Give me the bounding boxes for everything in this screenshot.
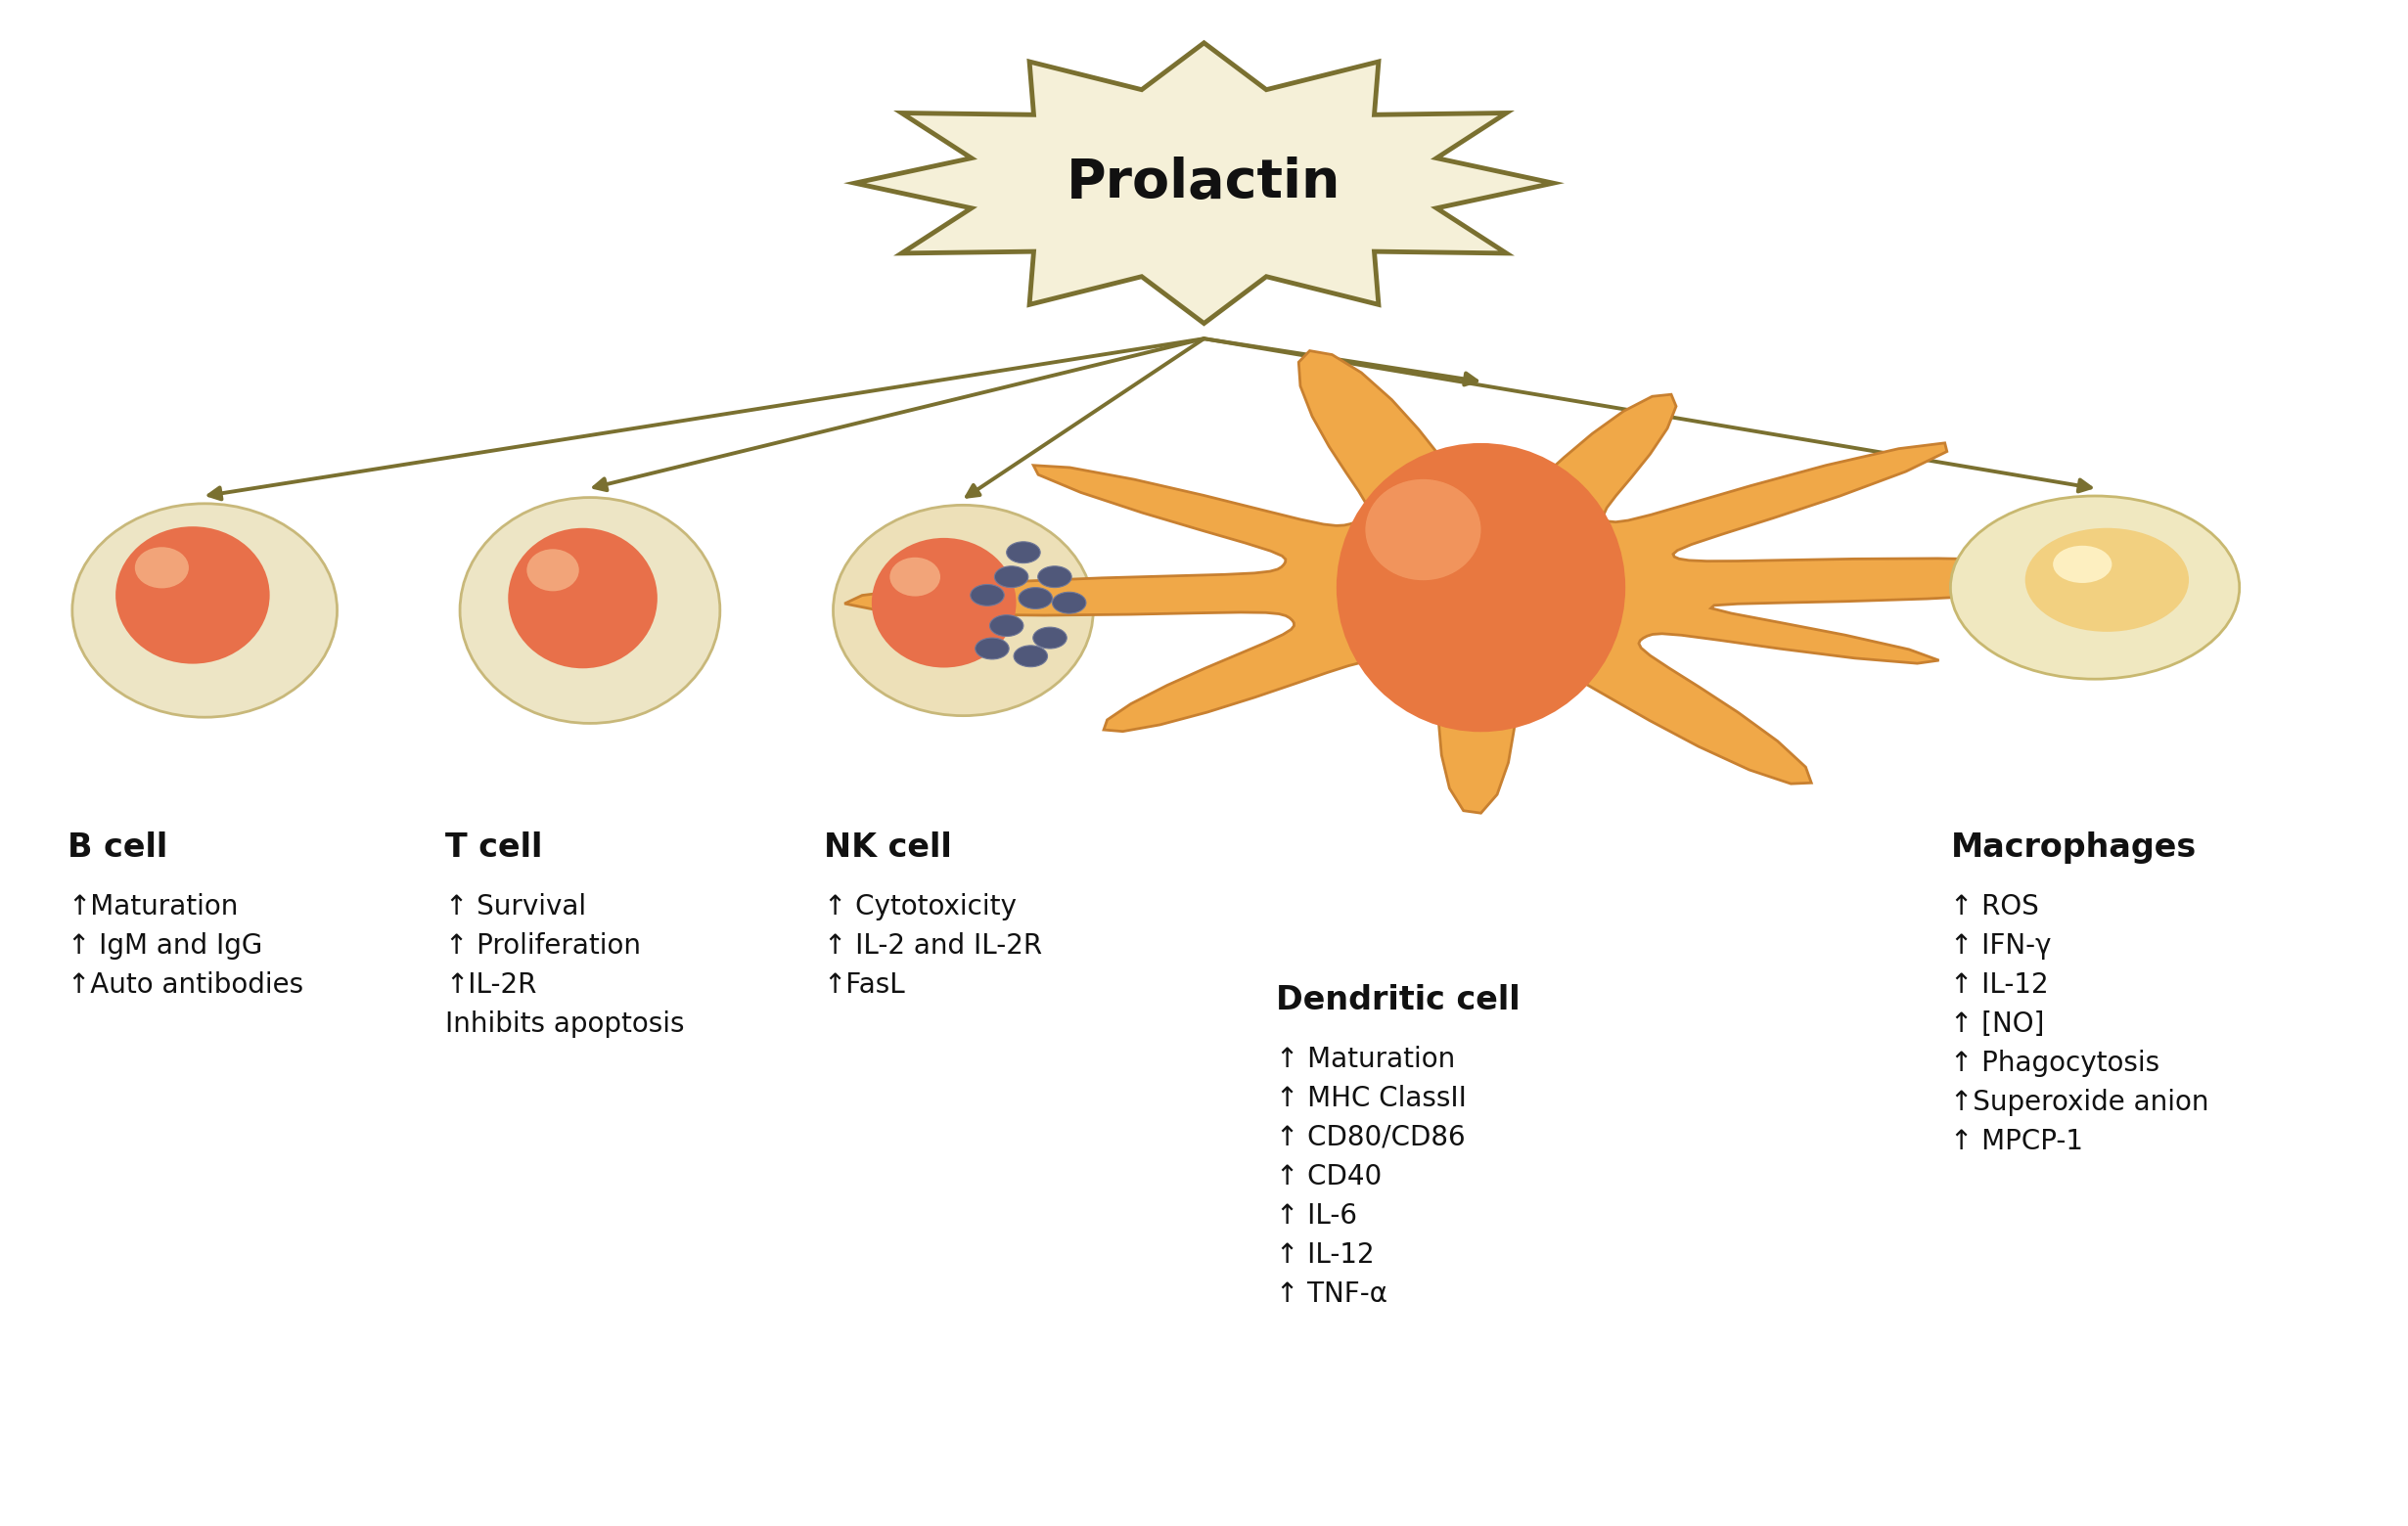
Ellipse shape [116,526,270,664]
Circle shape [1038,566,1072,588]
Text: ↑Maturation
↑ IgM and IgG
↑Auto antibodies: ↑Maturation ↑ IgM and IgG ↑Auto antibodi… [67,893,303,998]
Circle shape [1014,645,1047,667]
Text: ↑ ROS
↑ IFN-γ
↑ IL-12
↑ [NO]
↑ Phagocytosis
↑Superoxide anion
↑ MPCP-1: ↑ ROS ↑ IFN-γ ↑ IL-12 ↑ [NO] ↑ Phagocyto… [1950,893,2208,1155]
Circle shape [1019,588,1052,609]
Text: Dendritic cell: Dendritic cell [1276,984,1519,1016]
Ellipse shape [891,557,939,597]
Ellipse shape [135,548,188,588]
Polygon shape [855,43,1553,324]
Ellipse shape [527,549,578,591]
Ellipse shape [833,505,1093,716]
Text: ↑ Survival
↑ Proliferation
↑IL-2R
Inhibits apoptosis: ↑ Survival ↑ Proliferation ↑IL-2R Inhibi… [445,893,684,1038]
Ellipse shape [1336,443,1625,732]
Ellipse shape [508,528,657,668]
Ellipse shape [872,539,1016,668]
Circle shape [990,615,1023,636]
Text: ↑ Cytotoxicity
↑ IL-2 and IL-2R
↑FasL: ↑ Cytotoxicity ↑ IL-2 and IL-2R ↑FasL [824,893,1043,998]
Text: Prolactin: Prolactin [1067,157,1341,209]
Ellipse shape [460,497,720,723]
Circle shape [970,584,1004,606]
Circle shape [995,566,1028,588]
Circle shape [975,638,1009,659]
Ellipse shape [72,504,337,717]
Polygon shape [845,351,2138,813]
Circle shape [1033,627,1067,649]
Ellipse shape [1365,479,1481,580]
Circle shape [1052,592,1086,613]
Circle shape [2025,528,2189,632]
Text: B cell: B cell [67,832,169,864]
Circle shape [1950,496,2239,679]
Text: ↑ Maturation
↑ MHC ClassII
↑ CD80/CD86
↑ CD40
↑ IL-6
↑ IL-12
↑ TNF-α: ↑ Maturation ↑ MHC ClassII ↑ CD80/CD86 ↑… [1276,1045,1466,1308]
Text: Macrophages: Macrophages [1950,832,2196,864]
Text: T cell: T cell [445,832,542,864]
Circle shape [1007,542,1040,563]
Circle shape [2054,546,2112,583]
Text: NK cell: NK cell [824,832,951,864]
